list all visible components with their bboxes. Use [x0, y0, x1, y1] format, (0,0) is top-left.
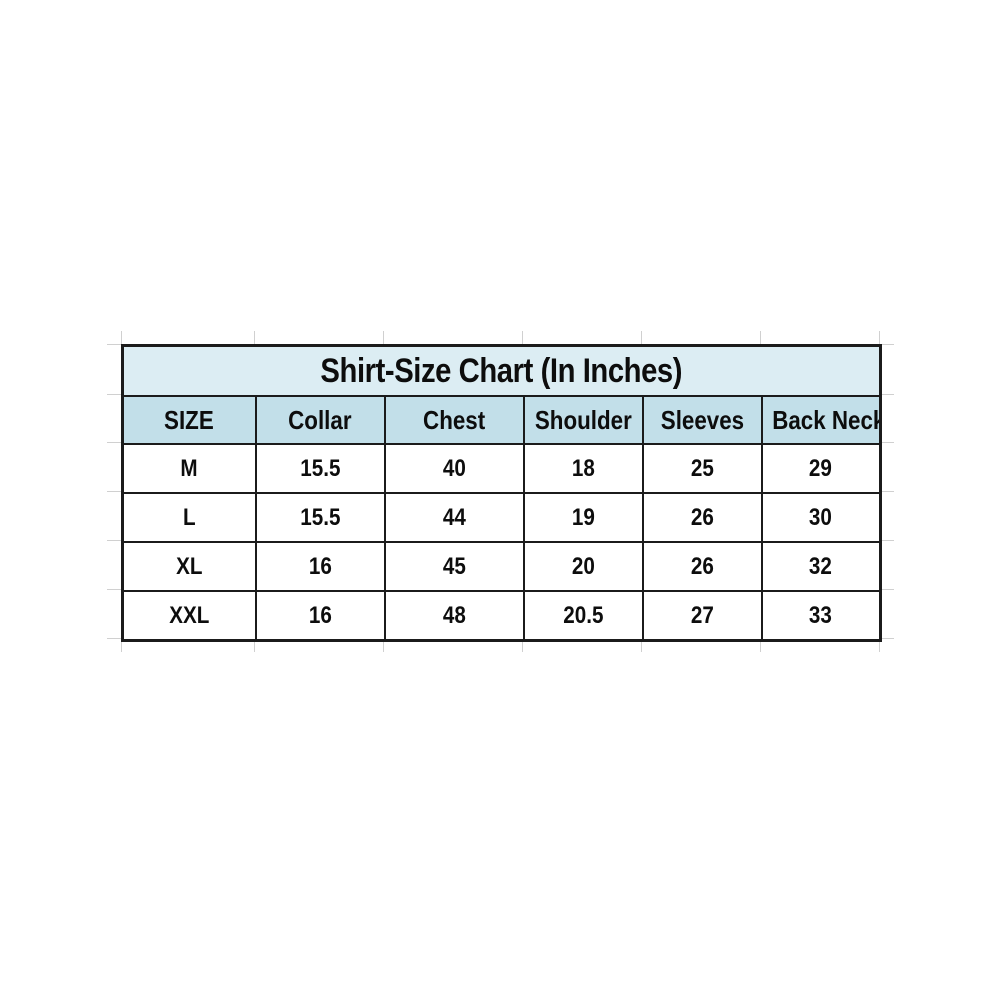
size-label: XXL	[169, 601, 210, 629]
gridline-stub	[522, 331, 523, 344]
gridline-stub	[880, 540, 894, 541]
sleeves-value-cell: 26	[641, 541, 763, 592]
chest-value-cell: 45	[383, 541, 525, 592]
chest-value: 44	[442, 503, 466, 531]
column-header-size: SIZE	[121, 395, 257, 445]
gridline-stub	[107, 540, 121, 541]
collar-value: 15.5	[299, 503, 341, 531]
gridline-stub	[107, 394, 121, 395]
gridline-stub	[880, 442, 894, 443]
chest-value-cell: 48	[383, 590, 525, 642]
shoulder-value: 20.5	[562, 601, 604, 629]
gridline-stub	[107, 442, 121, 443]
gridline-stub	[879, 639, 880, 652]
sleeves-value-cell: 27	[641, 590, 763, 642]
shoulder-value-cell: 20.5	[522, 590, 644, 642]
gridline-stub	[880, 589, 894, 590]
gridline-stub	[383, 639, 384, 652]
gridline-stub	[880, 344, 894, 345]
size-cell: XXL	[121, 590, 257, 642]
gridline-stub	[880, 394, 894, 395]
shoulder-value-cell: 19	[522, 492, 644, 543]
collar-value: 16	[308, 601, 332, 629]
collar-value-cell: 15.5	[254, 492, 386, 543]
collar-value-cell: 16	[254, 541, 386, 592]
gridline-stub	[107, 344, 121, 345]
column-header-back-neck: Back Neck	[760, 395, 882, 445]
size-cell: M	[121, 443, 257, 494]
shoulder-value-cell: 18	[522, 443, 644, 494]
column-header-label: Back Neck	[771, 404, 881, 435]
gridline-stub	[760, 331, 761, 344]
sleeves-value: 26	[690, 503, 714, 531]
gridline-stub	[641, 331, 642, 344]
back-neck-value-cell: 29	[760, 443, 882, 494]
column-header-sleeves: Sleeves	[641, 395, 763, 445]
gridline-stub	[254, 331, 255, 344]
size-cell: XL	[121, 541, 257, 592]
gridline-stub	[107, 491, 121, 492]
table-row-l: L 15.5 44 19 26 30	[121, 492, 882, 543]
chest-value: 40	[442, 454, 466, 482]
sleeves-value: 25	[690, 454, 714, 482]
table-row-xl: XL 16 45 20 26 32	[121, 541, 882, 592]
table-row-m: M 15.5 40 18 25 29	[121, 443, 882, 494]
title-row: Shirt-Size Chart (In Inches)	[121, 344, 882, 397]
chest-value: 45	[442, 552, 466, 580]
chest-value-cell: 40	[383, 443, 525, 494]
gridline-stub	[254, 639, 255, 652]
header-row: SIZE Collar Chest Shoulder Sleeves Back …	[121, 395, 882, 445]
column-header-label: SIZE	[164, 404, 215, 435]
column-header-label: Shoulder	[534, 404, 632, 435]
column-header-shoulder: Shoulder	[522, 395, 644, 445]
column-header-collar: Collar	[254, 395, 386, 445]
gridline-stub	[880, 638, 894, 639]
chest-value-cell: 44	[383, 492, 525, 543]
back-neck-value: 32	[809, 552, 833, 580]
gridline-stub	[641, 639, 642, 652]
collar-value: 16	[308, 552, 332, 580]
shoulder-value: 19	[571, 503, 595, 531]
back-neck-value-cell: 32	[760, 541, 882, 592]
collar-value-cell: 16	[254, 590, 386, 642]
sleeves-value-cell: 25	[641, 443, 763, 494]
chest-value: 48	[442, 601, 466, 629]
gridline-stub	[121, 331, 122, 344]
column-header-label: Chest	[422, 404, 486, 435]
gridline-stub	[383, 331, 384, 344]
gridline-stub	[121, 639, 122, 652]
shoulder-value: 18	[571, 454, 595, 482]
shoulder-value: 20	[571, 552, 595, 580]
gridline-stub	[107, 589, 121, 590]
column-header-label: Collar	[288, 404, 352, 435]
gridline-stub	[879, 331, 880, 344]
chart-title: Shirt-Size Chart (In Inches)	[320, 351, 683, 390]
gridline-stub	[880, 491, 894, 492]
chart-title-cell: Shirt-Size Chart (In Inches)	[121, 344, 882, 397]
back-neck-value: 33	[809, 601, 833, 629]
column-header-chest: Chest	[383, 395, 525, 445]
back-neck-value: 30	[809, 503, 833, 531]
column-header-label: Sleeves	[660, 404, 744, 435]
size-label: M	[180, 454, 198, 482]
size-label: L	[182, 503, 196, 531]
table-row-xxl: XXL 16 48 20.5 27 33	[121, 590, 882, 642]
gridline-stub	[760, 639, 761, 652]
back-neck-value: 29	[809, 454, 833, 482]
sleeves-value-cell: 26	[641, 492, 763, 543]
sleeves-value: 27	[690, 601, 714, 629]
gridline-stub	[522, 639, 523, 652]
back-neck-value-cell: 33	[760, 590, 882, 642]
back-neck-value-cell: 30	[760, 492, 882, 543]
collar-value: 15.5	[299, 454, 341, 482]
sleeves-value: 26	[690, 552, 714, 580]
collar-value-cell: 15.5	[254, 443, 386, 494]
gridline-stub	[107, 638, 121, 639]
size-cell: L	[121, 492, 257, 543]
size-label: XL	[176, 552, 203, 580]
shoulder-value-cell: 20	[522, 541, 644, 592]
shirt-size-chart-table: Shirt-Size Chart (In Inches) SIZE Collar…	[121, 344, 883, 642]
